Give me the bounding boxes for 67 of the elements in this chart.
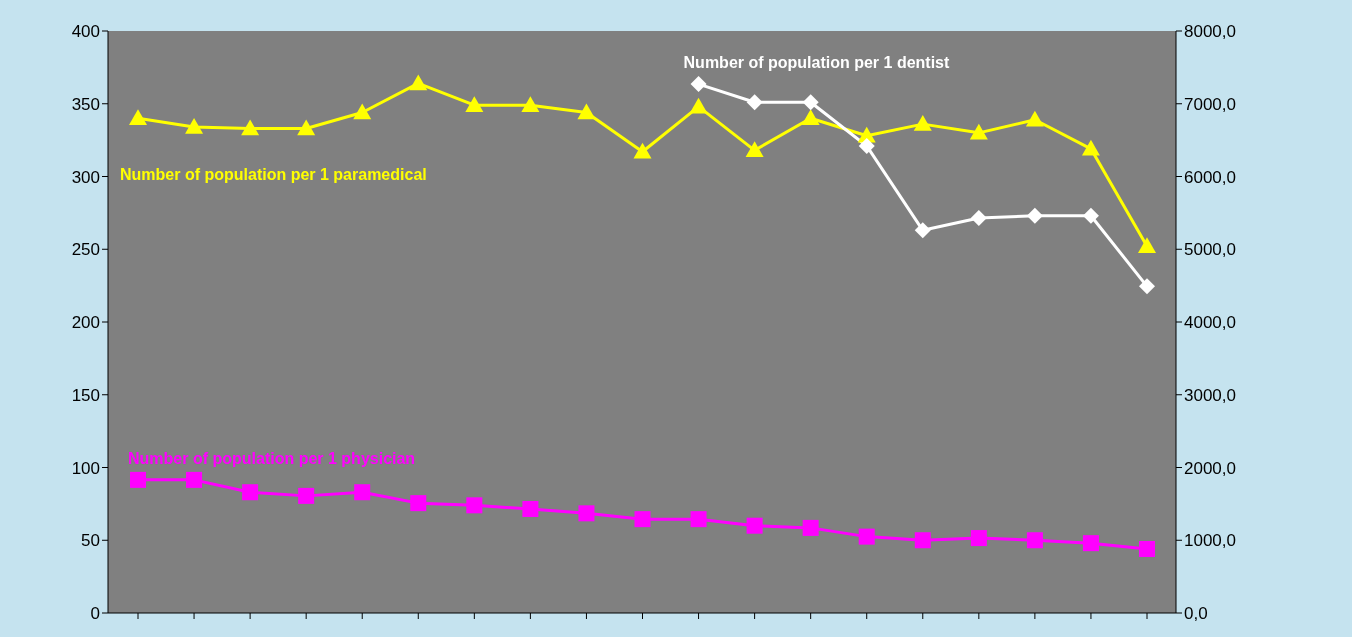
point [130, 471, 146, 488]
point [914, 532, 931, 549]
point [746, 94, 763, 111]
point [185, 118, 204, 134]
y-tick-label: 200 [71, 313, 100, 333]
point [801, 109, 820, 126]
point [970, 209, 987, 226]
point [690, 511, 707, 528]
point [634, 511, 651, 528]
point [522, 500, 539, 517]
point [746, 517, 763, 534]
y-tick-label: 300 [71, 167, 100, 187]
point [1138, 237, 1156, 254]
y-tick-label: 0 [90, 604, 100, 624]
point [970, 530, 987, 547]
point [353, 103, 372, 120]
point [521, 96, 540, 112]
point [802, 94, 819, 111]
point [1082, 535, 1099, 552]
point [1139, 540, 1155, 557]
y2-tick-label: 1000,0 [1184, 531, 1236, 551]
point [1026, 207, 1043, 224]
point [914, 222, 931, 239]
point [858, 137, 875, 154]
point [1026, 532, 1043, 549]
point [578, 505, 595, 522]
point [1025, 110, 1044, 127]
point [577, 103, 596, 120]
series-label: Number of population per 1 dentist [683, 54, 951, 72]
point [1081, 139, 1100, 156]
y-tick-label: 150 [71, 385, 100, 405]
y2-tick-label: 3000,0 [1184, 385, 1236, 405]
point [298, 487, 315, 504]
point [465, 96, 484, 112]
point [690, 76, 707, 93]
point [969, 123, 988, 140]
point [858, 528, 875, 545]
y-tick-label: 400 [71, 22, 100, 42]
point [633, 142, 652, 159]
y2-tick-label: 8000,0 [1184, 22, 1236, 42]
point [689, 97, 708, 114]
series-label: Number of population per 1 physician [128, 449, 416, 467]
point [745, 141, 764, 158]
y2-tick-label: 7000,0 [1184, 94, 1236, 114]
point [354, 484, 371, 501]
point [297, 119, 316, 136]
y2-tick-label: 5000,0 [1184, 240, 1236, 260]
point [466, 497, 483, 514]
point [802, 519, 819, 536]
y-tick-label: 100 [71, 458, 100, 478]
point [409, 74, 428, 91]
y2-tick-label: 0,0 [1184, 604, 1208, 624]
y-tick-label: 250 [71, 240, 100, 260]
y-tick-label: 50 [81, 531, 100, 551]
y-tick-label: 350 [71, 94, 100, 114]
y2-tick-label: 4000,0 [1184, 313, 1236, 333]
point [913, 115, 932, 131]
text: Number of population per 1 paramedical [120, 166, 427, 184]
point [410, 495, 427, 512]
point [241, 119, 260, 136]
point [1139, 278, 1155, 295]
point [1082, 207, 1099, 224]
point [242, 484, 259, 501]
y2-tick-label: 2000,0 [1184, 458, 1236, 478]
y2-tick-label: 6000,0 [1184, 167, 1236, 187]
point [129, 109, 147, 126]
point [186, 471, 203, 488]
